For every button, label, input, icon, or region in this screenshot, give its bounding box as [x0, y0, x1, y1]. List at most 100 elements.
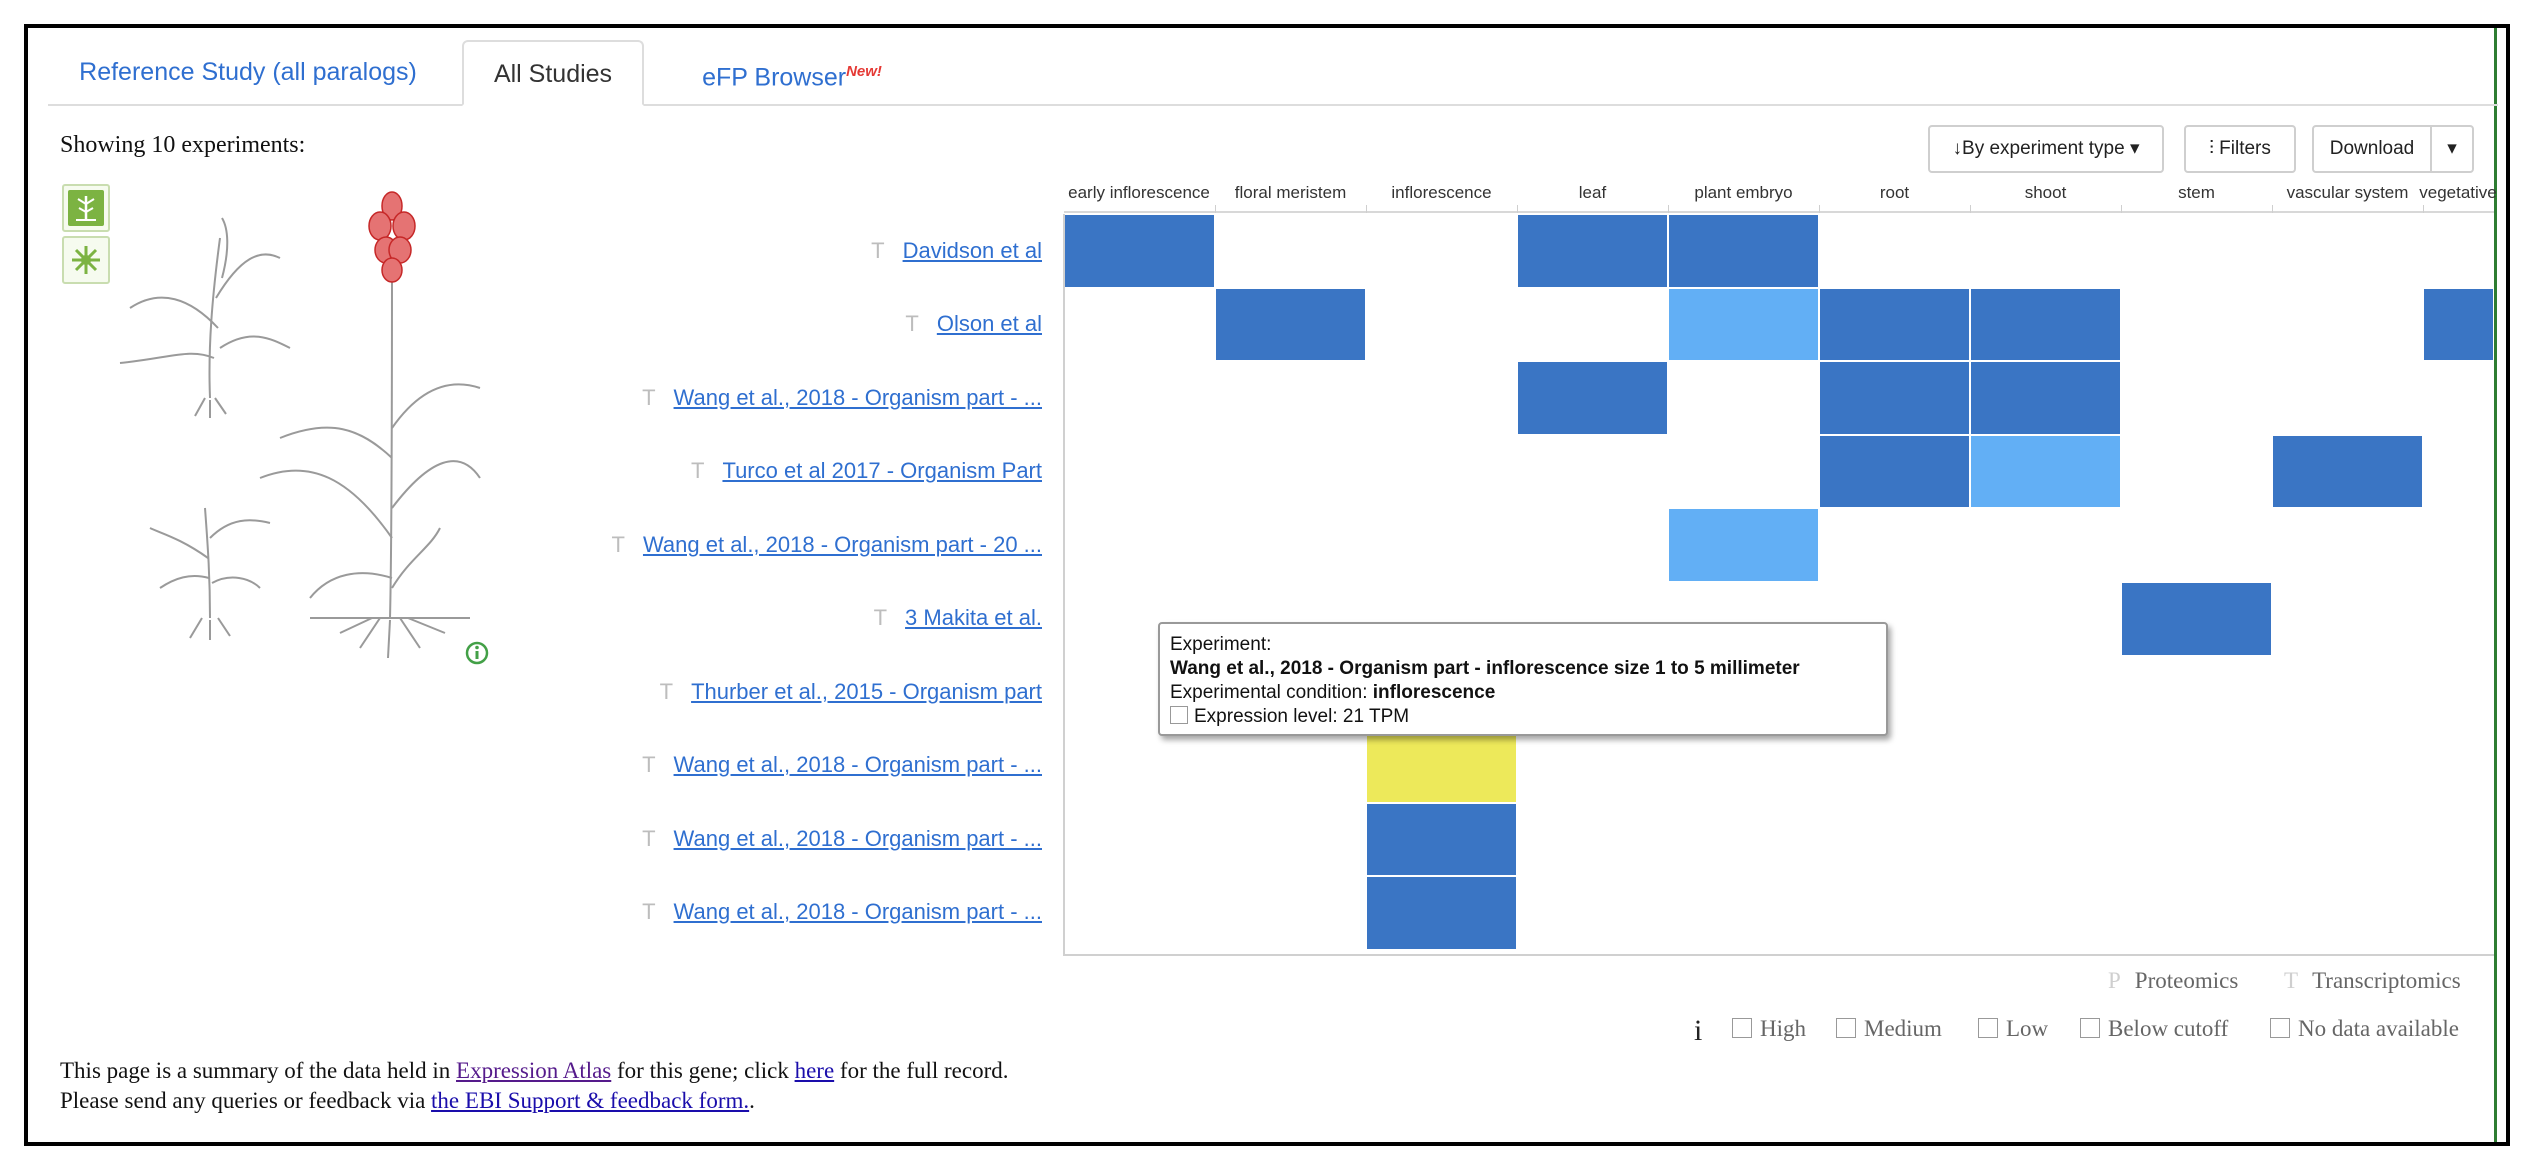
sort-label: By experiment type	[1962, 138, 2125, 159]
proteomics-marker: P	[2108, 968, 2121, 993]
cell-view-toggle[interactable]	[62, 236, 110, 284]
footer-line-2: Please send any queries or feedback via …	[60, 1088, 755, 1114]
heatmap-cell[interactable]	[1970, 434, 2121, 509]
transcriptomics-marker: T	[691, 458, 705, 483]
tooltip-swatch	[1170, 706, 1188, 724]
experiment-link[interactable]: 3 Makita et al.	[905, 605, 1042, 630]
heatmap-cell[interactable]	[1215, 287, 1366, 362]
tab-label: Reference Study (all paralogs)	[79, 58, 417, 86]
download-caret-button[interactable]: ▾	[2430, 125, 2474, 173]
transcriptomics-marker: T	[873, 605, 888, 630]
heatmap-tooltip: Experiment: Wang et al., 2018 - Organism…	[1158, 622, 1888, 736]
experiment-link[interactable]: Wang et al., 2018 - Organism part - 20 .…	[642, 532, 1042, 557]
heatmap-cell[interactable]	[1366, 729, 1517, 803]
filters-button[interactable]: ⫶ Filters	[2184, 125, 2296, 173]
experiment-link[interactable]: Thurber et al., 2015 - Organism part	[691, 679, 1042, 704]
tab-efp-browser[interactable]: eFP BrowserNew!	[662, 40, 922, 104]
experiment-link[interactable]: Wang et al., 2018 - Organism part - ...	[673, 385, 1042, 410]
legend-level-medium: Medium	[1836, 1016, 1942, 1042]
experiment-row: T Thurber et al., 2015 - Organism part	[660, 679, 1042, 709]
heatmap-bottom-axis	[1063, 954, 2494, 956]
heatmap-cell[interactable]	[1366, 802, 1517, 877]
legend-label: High	[1760, 1016, 1806, 1041]
transcriptomics-marker: T	[2284, 968, 2299, 993]
heatmap-cell[interactable]	[1668, 287, 1819, 362]
heatmap-cell[interactable]	[2272, 434, 2423, 509]
transcriptomics-marker: T	[905, 311, 919, 336]
legend-swatch	[1978, 1018, 1998, 1038]
heatmap-cell[interactable]	[1819, 361, 1970, 435]
legend-level-no-data: No data available	[2270, 1016, 2459, 1042]
column-tick	[2272, 205, 2273, 213]
legend-proteomics: P Proteomics	[2108, 968, 2238, 994]
tooltip-expression-label: Expression level:	[1194, 706, 1338, 727]
column-tick	[1668, 205, 1669, 213]
experiment-link[interactable]: Wang et al., 2018 - Organism part - ...	[673, 752, 1042, 777]
column-tick	[1970, 205, 1971, 213]
heatmap-cell[interactable]	[1970, 361, 2121, 435]
heatmap-cell[interactable]	[1970, 287, 2121, 362]
legend-swatch	[2080, 1018, 2100, 1038]
legend-swatch	[2270, 1018, 2290, 1038]
plant-view-toggle[interactable]	[62, 184, 110, 232]
experiment-row: T Wang et al., 2018 - Organism part - ...	[642, 385, 1042, 415]
column-tick	[2121, 205, 2122, 213]
experiment-link[interactable]: Wang et al., 2018 - Organism part - ...	[673, 899, 1042, 924]
column-label: root	[1879, 183, 1910, 202]
heatmap-cell[interactable]	[2423, 287, 2494, 362]
download-button[interactable]: Download	[2312, 125, 2432, 173]
experiment-link[interactable]: Davidson et al	[902, 238, 1042, 263]
legend-level-high: High	[1732, 1016, 1806, 1042]
heatmap-cell[interactable]	[1668, 214, 1819, 288]
column-tick	[1366, 205, 1367, 213]
experiment-row: T Wang et al., 2018 - Organism part - ...	[642, 826, 1042, 856]
feedback-form-link[interactable]: the EBI Support & feedback form.	[431, 1088, 750, 1113]
column-label: floral meristem	[1234, 183, 1347, 202]
caret-down-icon: ▾	[2129, 138, 2140, 159]
tab-reference-study[interactable]: Reference Study (all paralogs)	[48, 40, 448, 104]
column-label: vegetative	[2419, 183, 2497, 202]
transcriptomics-marker: T	[642, 752, 656, 777]
column-label: vascular system	[2286, 183, 2409, 202]
heatmap-cell[interactable]	[1819, 287, 1970, 362]
tab-all-studies[interactable]: All Studies	[462, 40, 644, 106]
experiment-link[interactable]: Turco et al 2017 - Organism Part	[722, 458, 1042, 483]
column-tick	[1215, 205, 1216, 213]
heatmap-cell[interactable]	[1517, 214, 1668, 288]
heatmap-cell[interactable]	[2121, 582, 2272, 656]
legend-label: Medium	[1864, 1016, 1942, 1041]
heatmap-cell[interactable]	[1064, 214, 1215, 288]
footer-text: This page is a summary of the data held …	[60, 1058, 457, 1083]
download-label: Download	[2329, 138, 2415, 159]
legend-label: Below cutoff	[2108, 1016, 2229, 1041]
footer-text: .	[749, 1088, 755, 1113]
column-label: shoot	[2024, 183, 2067, 202]
experiment-row: T 3 Makita et al.	[874, 605, 1042, 635]
heatmap-cell[interactable]	[1668, 508, 1819, 582]
info-icon[interactable]: i	[1694, 1014, 1703, 1047]
heatmap-cell[interactable]	[1819, 434, 1970, 509]
experiment-row: T Wang et al., 2018 - Organism part - ...	[642, 899, 1042, 929]
new-badge: New!	[846, 63, 882, 80]
heatmap-cell[interactable]	[1517, 361, 1668, 435]
info-circle-icon[interactable]	[464, 640, 490, 666]
tooltip-condition-label: Experimental condition:	[1170, 682, 1368, 703]
sort-dropdown[interactable]: ↓By experiment type ▾	[1928, 125, 2164, 173]
heatmap-cell[interactable]	[1366, 876, 1517, 950]
transcriptomics-marker: T	[611, 532, 625, 557]
tab-label: eFP Browser	[702, 63, 847, 92]
transcriptomics-marker: T	[642, 385, 656, 410]
column-label: plant embryo	[1694, 183, 1793, 202]
tooltip-condition-value: inflorescence	[1372, 682, 1496, 703]
tab-label: All Studies	[493, 60, 613, 88]
expression-atlas-link[interactable]: Expression Atlas	[456, 1058, 612, 1083]
experiment-link[interactable]: Wang et al., 2018 - Organism part - ...	[673, 826, 1042, 851]
column-label: early inflorescence	[1068, 183, 1210, 202]
column-label: inflorescence	[1391, 183, 1492, 202]
column-label: leaf	[1578, 183, 1607, 202]
tooltip-experiment: Wang et al., 2018 - Organism part - infl…	[1170, 658, 1800, 679]
experiment-link[interactable]: Olson et al	[936, 311, 1042, 336]
tooltip-title: Experiment:	[1170, 634, 1272, 655]
full-record-link[interactable]: here	[794, 1058, 835, 1083]
transcriptomics-marker: T	[642, 899, 656, 924]
